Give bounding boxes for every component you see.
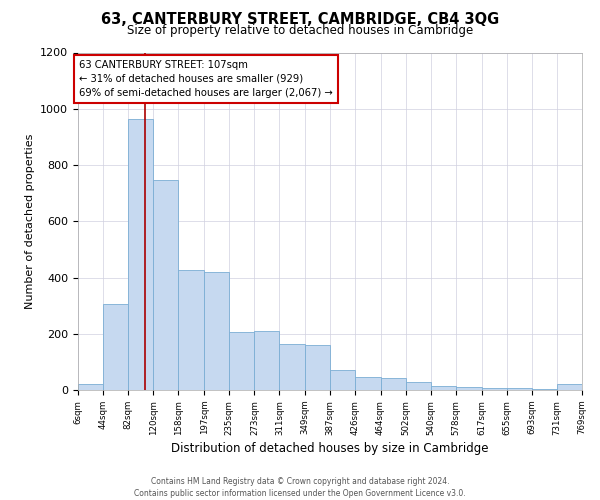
Y-axis label: Number of detached properties: Number of detached properties <box>25 134 35 309</box>
Text: 63, CANTERBURY STREET, CAMBRIDGE, CB4 3QG: 63, CANTERBURY STREET, CAMBRIDGE, CB4 3Q… <box>101 12 499 28</box>
Bar <box>154 180 178 390</box>
Bar <box>254 331 280 390</box>
Bar <box>280 344 305 390</box>
Bar <box>406 382 431 390</box>
Bar <box>532 388 557 390</box>
Text: Contains HM Land Registry data © Crown copyright and database right 2024.
Contai: Contains HM Land Registry data © Crown c… <box>134 476 466 498</box>
Bar <box>305 345 329 390</box>
Bar <box>380 378 406 390</box>
Bar <box>431 386 456 390</box>
Bar <box>128 118 154 390</box>
Bar <box>229 332 254 390</box>
Bar <box>355 378 380 390</box>
Bar <box>506 388 532 390</box>
Bar <box>557 384 582 390</box>
Text: 63 CANTERBURY STREET: 107sqm
← 31% of detached houses are smaller (929)
69% of s: 63 CANTERBURY STREET: 107sqm ← 31% of de… <box>79 60 333 98</box>
Bar <box>178 270 204 390</box>
X-axis label: Distribution of detached houses by size in Cambridge: Distribution of detached houses by size … <box>171 442 489 454</box>
Bar <box>456 387 482 390</box>
Bar <box>329 370 355 390</box>
Bar <box>482 388 506 390</box>
Bar <box>103 304 128 390</box>
Text: Size of property relative to detached houses in Cambridge: Size of property relative to detached ho… <box>127 24 473 37</box>
Bar <box>78 384 103 390</box>
Bar <box>204 272 229 390</box>
